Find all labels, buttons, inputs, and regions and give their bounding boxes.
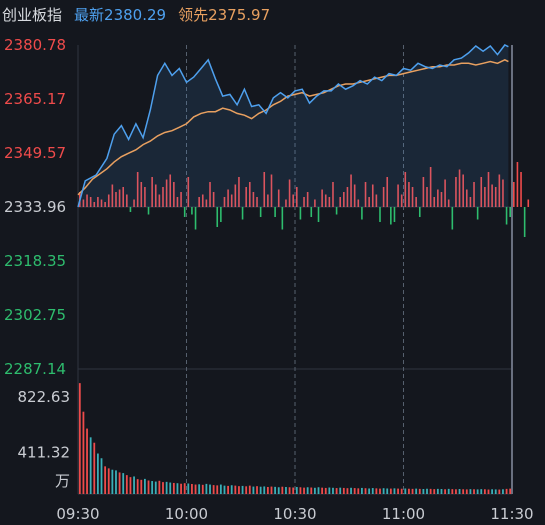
leading-line xyxy=(77,58,509,196)
price-area xyxy=(78,45,509,207)
price-tick-label: 2333.96 xyxy=(4,198,66,216)
price-tick-label: 2302.75 xyxy=(4,306,66,324)
last-price-value: 2380.29 xyxy=(104,6,167,24)
grid xyxy=(77,45,513,495)
volume-unit-label: 万 xyxy=(55,472,70,490)
volume-tick-label: 822.63 xyxy=(18,388,71,406)
time-tick-label: 11:00 xyxy=(382,505,425,523)
price-tick-label: 2287.14 xyxy=(4,360,66,378)
price-area-fill xyxy=(78,45,509,207)
price-line xyxy=(77,44,509,208)
axis-labels: 2380.78 2365.17 2349.57 2333.96 2318.35 2302.… xyxy=(4,36,534,523)
time-tick-label: 10:00 xyxy=(165,505,208,523)
lead-label-text: 领先 xyxy=(178,6,209,24)
last-price-label: 最新2380.29 xyxy=(74,2,166,28)
leading-index-label: 领先2375.97 xyxy=(178,2,270,28)
price-tick-label: 2380.78 xyxy=(4,36,66,54)
price-line-layer xyxy=(77,44,509,208)
leading-index-value: 2375.97 xyxy=(208,6,271,24)
price-tick-label: 2349.57 xyxy=(4,144,66,162)
volume-bars xyxy=(78,383,512,494)
volume-tick-label: 411.32 xyxy=(18,443,71,461)
last-label-text: 最新 xyxy=(74,6,105,24)
time-tick-label: 10:30 xyxy=(273,505,316,523)
chart-header: 创业板指 最新2380.29 领先2375.97 xyxy=(0,2,270,28)
price-tick-label: 2365.17 xyxy=(4,90,66,108)
index-name: 创业板指 xyxy=(2,6,63,24)
price-tick-label: 2318.35 xyxy=(4,252,66,270)
time-tick-label: 09:30 xyxy=(56,505,99,523)
time-tick-label: 11:30 xyxy=(490,505,533,523)
up-down-ratio-bars xyxy=(79,162,530,237)
leading-line-layer xyxy=(77,58,509,196)
